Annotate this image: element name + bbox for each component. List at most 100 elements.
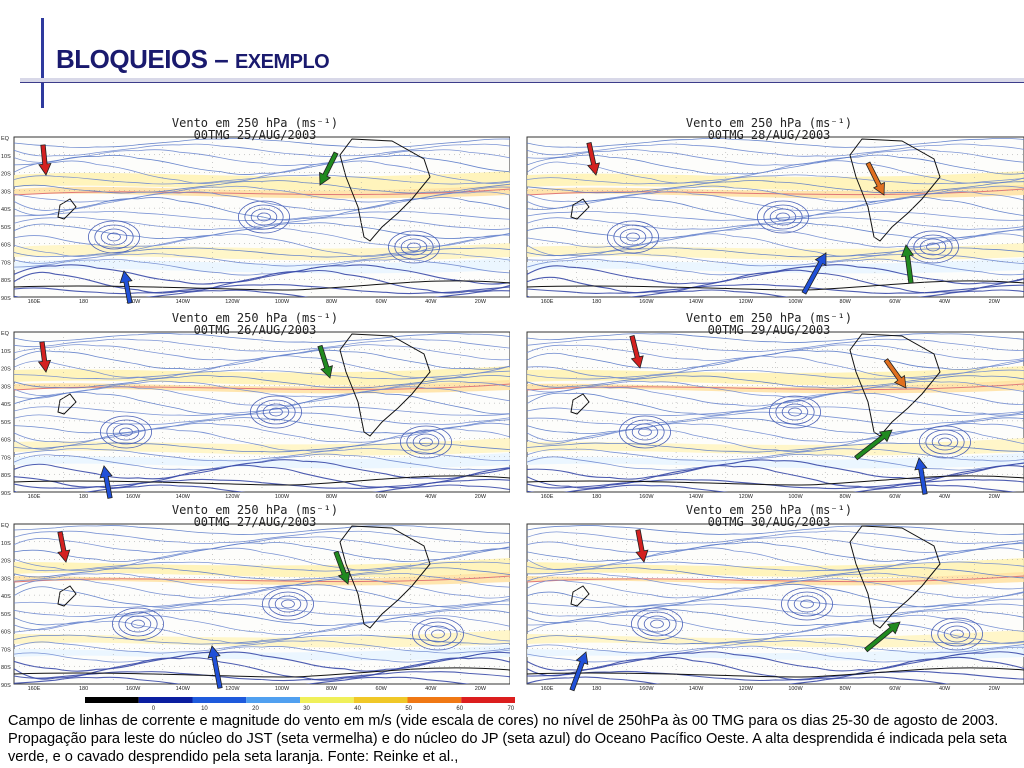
title-underline-rule	[20, 82, 1024, 83]
lon-label: 60W	[376, 299, 388, 305]
lon-label: 140W	[176, 494, 191, 500]
figure-caption: Campo de linhas de corrente e magnitude …	[8, 713, 1007, 765]
lon-label: 20W	[475, 299, 487, 305]
lon-label: 160E	[28, 494, 41, 500]
lat-label: 90S	[1, 491, 11, 497]
lon-label: 160W	[126, 299, 141, 305]
lat-label: 20S	[1, 172, 11, 178]
lon-label: 100W	[788, 686, 803, 692]
colorbar-tick-label: 60	[456, 706, 463, 712]
slide-title-small: EXEMPLO	[234, 51, 330, 73]
lon-label: 40W	[425, 494, 437, 500]
lon-label: 180	[79, 299, 88, 305]
lat-label: EQ	[1, 136, 10, 142]
jp-arrow-icon	[207, 645, 223, 689]
colorbar-tick-label: 50	[405, 706, 412, 712]
lon-label: 20W	[475, 686, 487, 692]
high-arrow-icon	[319, 151, 339, 186]
colorbar-segment	[192, 697, 247, 703]
lon-label: 60W	[889, 299, 901, 305]
lon-label: 80W	[840, 494, 852, 500]
lon-label: 120W	[739, 299, 754, 305]
jst-arrow-icon	[38, 144, 52, 176]
map-panel-1: EQ 10S 20S 30S 40S 50S 60S 70S 80S 90S 160E 180 160W…	[0, 113, 510, 308]
lon-label: 180	[79, 686, 88, 692]
colorbar-segment	[407, 697, 462, 703]
trough-arrow-icon	[865, 161, 885, 196]
panel-title-line2: 00TMG 26/AUG/2003	[193, 323, 317, 337]
lon-label: 80W	[840, 686, 852, 692]
jst-arrow-icon	[57, 531, 71, 563]
panel-title-line1: Vento em 250 hPa (ms⁻¹)	[685, 311, 853, 325]
lon-label: 120W	[225, 686, 240, 692]
jp-arrow-icon	[569, 651, 589, 692]
lon-label: 180	[592, 299, 601, 305]
lon-label: 160W	[639, 494, 654, 500]
high-arrow-icon	[864, 621, 901, 653]
map-panel-4: 160E 180 160W 140W 120W 100W 80W 60W 40W 20W Vent…	[514, 308, 1024, 503]
lat-label: 30S	[1, 384, 11, 390]
panel-title-line2: 00TMG 27/AUG/2003	[193, 515, 317, 529]
colorbar-segment	[300, 697, 354, 703]
lon-label: 160W	[126, 686, 141, 692]
lat-label: 50S	[1, 225, 11, 231]
panel-title-line1: Vento em 250 hPa (ms⁻¹)	[171, 311, 339, 325]
jst-arrow-icon	[586, 142, 601, 176]
colorbar-tick-label: 70	[507, 706, 514, 712]
lon-label: 160W	[639, 299, 654, 305]
jst-arrow-icon	[635, 529, 649, 563]
lon-label: 100W	[788, 299, 803, 305]
colorbar-tick-label: 0	[152, 706, 156, 712]
lon-label: 100W	[275, 686, 290, 692]
map-panel-3: EQ 10S 20S 30S 40S 50S 60S 70S 80S 90S 160E 180 160W…	[0, 308, 510, 503]
panel-title-line1: Vento em 250 hPa (ms⁻¹)	[685, 503, 853, 517]
panel-title-line1: Vento em 250 hPa (ms⁻¹)	[171, 116, 339, 130]
lon-label: 80W	[840, 299, 852, 305]
colorbar-segment	[246, 697, 300, 703]
lon-label: 160E	[28, 299, 41, 305]
high-arrow-icon	[333, 550, 351, 585]
lon-label: 160E	[541, 299, 554, 305]
lat-label: 90S	[1, 296, 11, 302]
lon-label: 160W	[639, 686, 654, 692]
lat-label: 40S	[1, 402, 11, 408]
streamline-map: EQ 10S 20S 30S 40S 50S 60S 70S 80S 90S 160E 180 160W…	[1, 331, 510, 500]
jst-arrow-icon	[37, 341, 52, 373]
jp-arrow-icon	[914, 457, 928, 495]
lon-label: 180	[79, 494, 88, 500]
lat-label: 80S	[1, 473, 11, 479]
lon-label: 40W	[425, 686, 437, 692]
lon-label: 20W	[989, 494, 1001, 500]
lon-label: 140W	[689, 299, 704, 305]
lon-label: 40W	[939, 299, 951, 305]
lon-label: 180	[592, 686, 601, 692]
lon-label: 180	[592, 494, 601, 500]
lat-label: EQ	[1, 523, 10, 529]
lon-label: 120W	[739, 686, 754, 692]
map-panel-5: EQ 10S 20S 30S 40S 50S 60S 70S 80S 90S 160E 180 160W…	[0, 500, 510, 695]
lat-label: 60S	[1, 630, 11, 636]
panel-title-line1: Vento em 250 hPa (ms⁻¹)	[685, 116, 853, 130]
lon-label: 140W	[689, 494, 704, 500]
streamline-map: 160E 180 160W 140W 120W 100W 80W 60W 40W 20W	[526, 523, 1024, 692]
lon-label: 120W	[225, 299, 240, 305]
title-accent-vertical	[41, 18, 44, 108]
colorbar-tick-label: 20	[252, 706, 259, 712]
lon-label: 120W	[225, 494, 240, 500]
lon-label: 60W	[889, 686, 901, 692]
map-panel-2: 160E 180 160W 140W 120W 100W 80W 60W 40W 20W Vent…	[514, 113, 1024, 308]
lon-label: 100W	[275, 299, 290, 305]
lat-label: 10S	[1, 154, 11, 160]
lon-label: 60W	[376, 494, 388, 500]
lat-label: 10S	[1, 349, 11, 355]
title-underline	[20, 78, 1024, 83]
panel-title-line2: 00TMG 25/AUG/2003	[193, 128, 317, 142]
lat-label: 10S	[1, 541, 11, 547]
lon-label: 160E	[541, 494, 554, 500]
lat-label: EQ	[1, 331, 10, 337]
lon-label: 120W	[739, 494, 754, 500]
lat-label: 70S	[1, 647, 11, 653]
lat-label: 70S	[1, 455, 11, 461]
lon-label: 160E	[28, 686, 41, 692]
colorbar-segment	[138, 697, 193, 703]
